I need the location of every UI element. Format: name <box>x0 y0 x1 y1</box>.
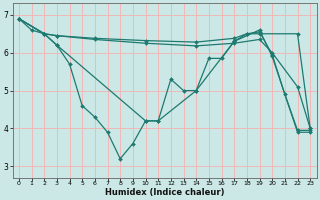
X-axis label: Humidex (Indice chaleur): Humidex (Indice chaleur) <box>105 188 224 197</box>
